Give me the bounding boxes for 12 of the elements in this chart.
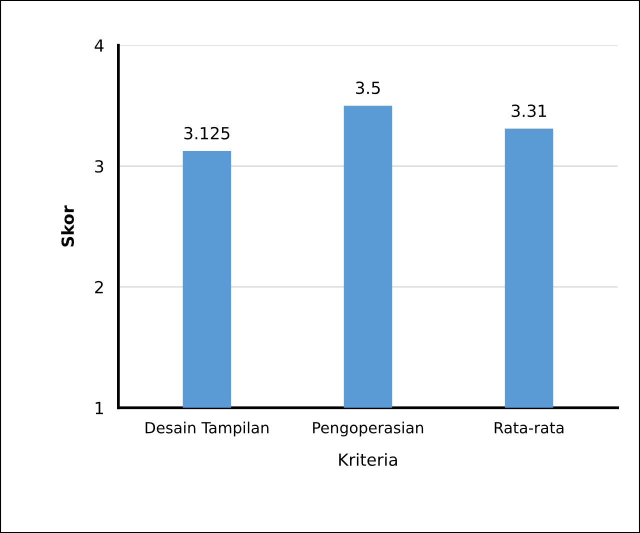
y-tick-label: 2	[95, 280, 103, 294]
y-tick-label: 3	[95, 160, 104, 173]
x-tick-label: Pengoperasian	[313, 422, 424, 436]
y-tick-label: 4	[94, 39, 104, 52]
x-axis-title: Kriteria	[339, 453, 397, 466]
data-label: 3.125	[184, 126, 230, 140]
x-tick-label: Rata-rata	[494, 422, 564, 434]
y-axis-title: Skor	[61, 205, 74, 246]
data-label: 3.5	[356, 82, 380, 94]
x-tick-label: Desain Tampilan	[146, 422, 268, 436]
y-tick-label: 1	[96, 402, 103, 414]
data-label: 3.31	[512, 104, 546, 118]
